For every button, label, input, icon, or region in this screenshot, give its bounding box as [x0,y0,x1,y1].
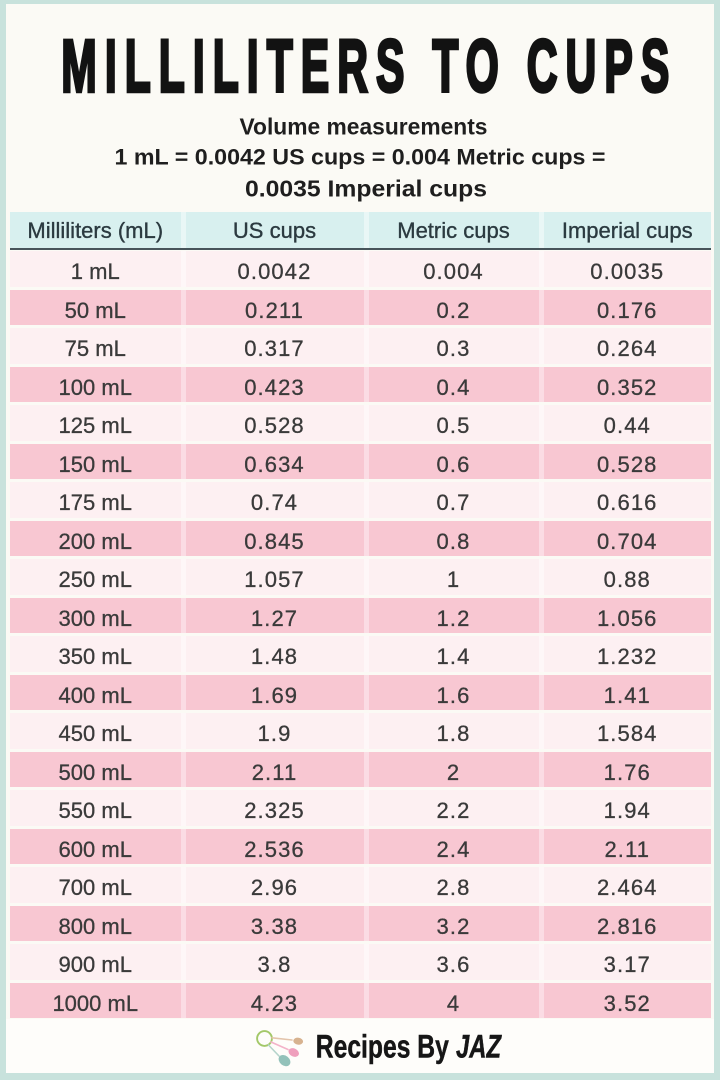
svg-text:Recipes By: Recipes By [316,1029,449,1065]
svg-text:1 mL = 0.0042 US cups = 0.004: 1 mL = 0.0042 US cups = 0.004 Metric cup… [115,145,606,170]
svg-text:JAZ: JAZ [456,1029,502,1065]
svg-text:Volume measurements: Volume measurements [240,114,488,140]
svg-text:MILLILITERS TO CUPS: MILLILITERS TO CUPS [61,24,677,107]
svg-text:0.0035 Imperial cups: 0.0035 Imperial cups [245,176,487,202]
